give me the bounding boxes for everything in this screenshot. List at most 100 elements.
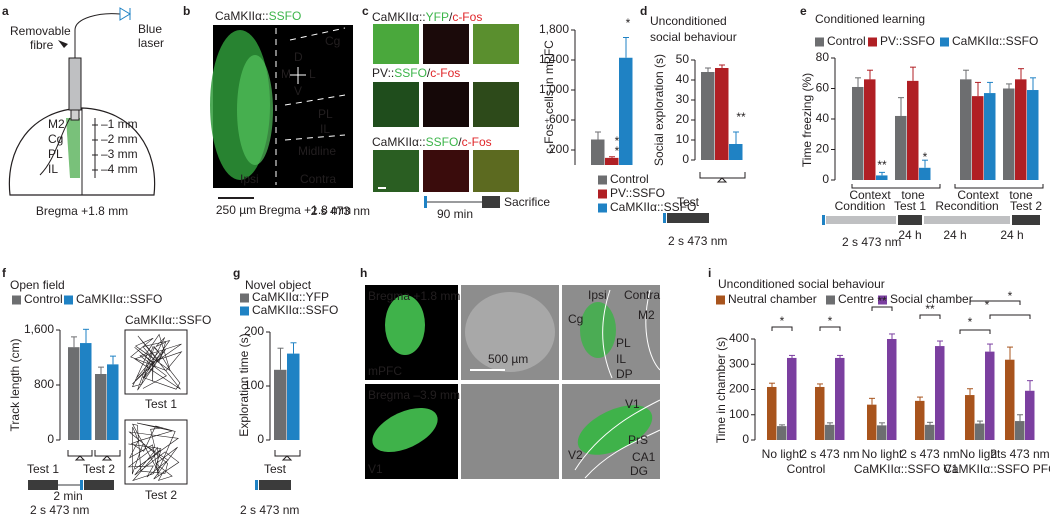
x-tick-label: 2 s 473 nm: [900, 447, 959, 461]
legend-swatch: [940, 37, 949, 47]
y-tick-label: 200: [729, 382, 749, 396]
panel-letter: f: [2, 266, 7, 280]
y-axis-label: Exploration time (s): [237, 333, 251, 436]
label: Unconditioned social behaviour: [718, 277, 885, 291]
label: Novel object: [245, 278, 312, 292]
y-tick-label: 0: [257, 432, 264, 446]
label: 2 s 473 nm: [311, 204, 370, 218]
significance: *: [615, 144, 620, 158]
label: 24 h: [1000, 228, 1023, 242]
legend-label: PV::SSFO: [880, 34, 935, 48]
label: D: [294, 50, 303, 64]
label: Sacrifice: [504, 195, 550, 209]
bar: [619, 57, 633, 165]
bracket: [819, 326, 841, 331]
y-tick-label: 80: [816, 50, 830, 64]
label: V1: [368, 462, 383, 476]
legend-label: CaMKIIα::SSFO: [952, 34, 1038, 48]
label: Bregma +1.8 mm: [368, 289, 460, 303]
label: M: [281, 67, 291, 81]
image-b: [210, 25, 353, 199]
title: CaMKIIα::SSFO: [215, 9, 301, 23]
x-tick-label: No light: [762, 447, 803, 461]
label: V1: [625, 397, 640, 411]
bracket: [871, 306, 893, 311]
legend-label: CaMKIIα::YFP: [252, 290, 329, 304]
legend-label: Control: [610, 172, 649, 186]
bar: [1025, 390, 1035, 440]
bar: [919, 167, 931, 180]
legend-swatch: [598, 175, 607, 185]
panel-letter: b: [183, 4, 190, 18]
y-axis-label: Time freezing (%): [800, 73, 814, 167]
label: –1 mm: [101, 117, 138, 131]
bar: [787, 357, 797, 440]
label: 24 h: [898, 228, 921, 242]
label: 2 min: [53, 489, 82, 503]
x-tick-label: 2 s 473 nm: [800, 447, 859, 461]
panel-letter: i: [708, 266, 711, 280]
y-tick-label: 30: [676, 92, 690, 106]
label: 24 h: [943, 228, 966, 242]
significance: **: [736, 110, 746, 124]
legend-swatch: [240, 293, 249, 303]
images-h: [365, 285, 661, 479]
label: IL: [616, 352, 626, 366]
legend-swatch: [878, 295, 887, 305]
label: Ipsi: [240, 172, 259, 186]
label: Test 2: [1010, 199, 1042, 213]
label: Bregma +1.8 mm: [259, 203, 351, 217]
bar: [852, 86, 864, 180]
bar: [777, 426, 787, 440]
text-part: SSFO: [269, 9, 302, 23]
label: Condition: [835, 199, 886, 213]
bar: [835, 357, 845, 440]
label: Contra: [300, 172, 336, 186]
label: PL: [616, 336, 631, 350]
bar: [68, 347, 80, 440]
bar: [1005, 359, 1015, 440]
bracket: [919, 314, 941, 319]
text-part: /: [449, 10, 453, 24]
label: Midline: [298, 144, 336, 158]
legend-label: PV::SSFO: [610, 186, 665, 200]
y-tick-label: 40: [816, 111, 830, 125]
text-part: c-Fos: [430, 66, 460, 80]
bar: [972, 96, 984, 180]
x-tick-label: Context: [849, 188, 891, 202]
y-tick-label: 1,400: [539, 52, 569, 66]
y-tick-label: 10: [676, 132, 690, 146]
text-part: PV::: [372, 66, 394, 80]
label: Test 2: [83, 462, 115, 476]
panel-letter: h: [360, 266, 367, 280]
bar: [95, 374, 107, 440]
label: –2 mm: [101, 132, 138, 146]
significance: *: [626, 16, 631, 30]
text-part: SSFO: [426, 135, 459, 149]
label: Test 1: [145, 397, 177, 411]
label: 2 s 473 nm: [842, 235, 901, 249]
x-tick-label: tone: [1009, 188, 1033, 202]
text-part: SSFO: [394, 66, 427, 80]
y-tick-label: 0: [47, 432, 54, 446]
label: Open field: [10, 278, 65, 292]
group-label: Control: [787, 462, 826, 476]
panel-letter: a: [2, 4, 9, 18]
legend-swatch: [716, 295, 725, 305]
text-part: YFP: [426, 10, 449, 24]
legend-label: Neutral chamber: [728, 292, 817, 306]
label: Blue: [138, 22, 162, 36]
bar: [715, 68, 729, 160]
bar: [984, 93, 996, 180]
legend-label: Centre: [838, 292, 874, 306]
legend-swatch: [12, 295, 21, 305]
label: Conditioned learning: [815, 12, 925, 26]
legend-label: CaMKIIα::SSFO: [76, 292, 162, 306]
track: [130, 333, 183, 391]
text-part: CaMKIIα::: [372, 10, 426, 24]
bar: [1015, 79, 1027, 180]
significance: *: [615, 134, 620, 148]
bar: [925, 424, 935, 440]
y-tick-label: 0: [822, 172, 829, 186]
